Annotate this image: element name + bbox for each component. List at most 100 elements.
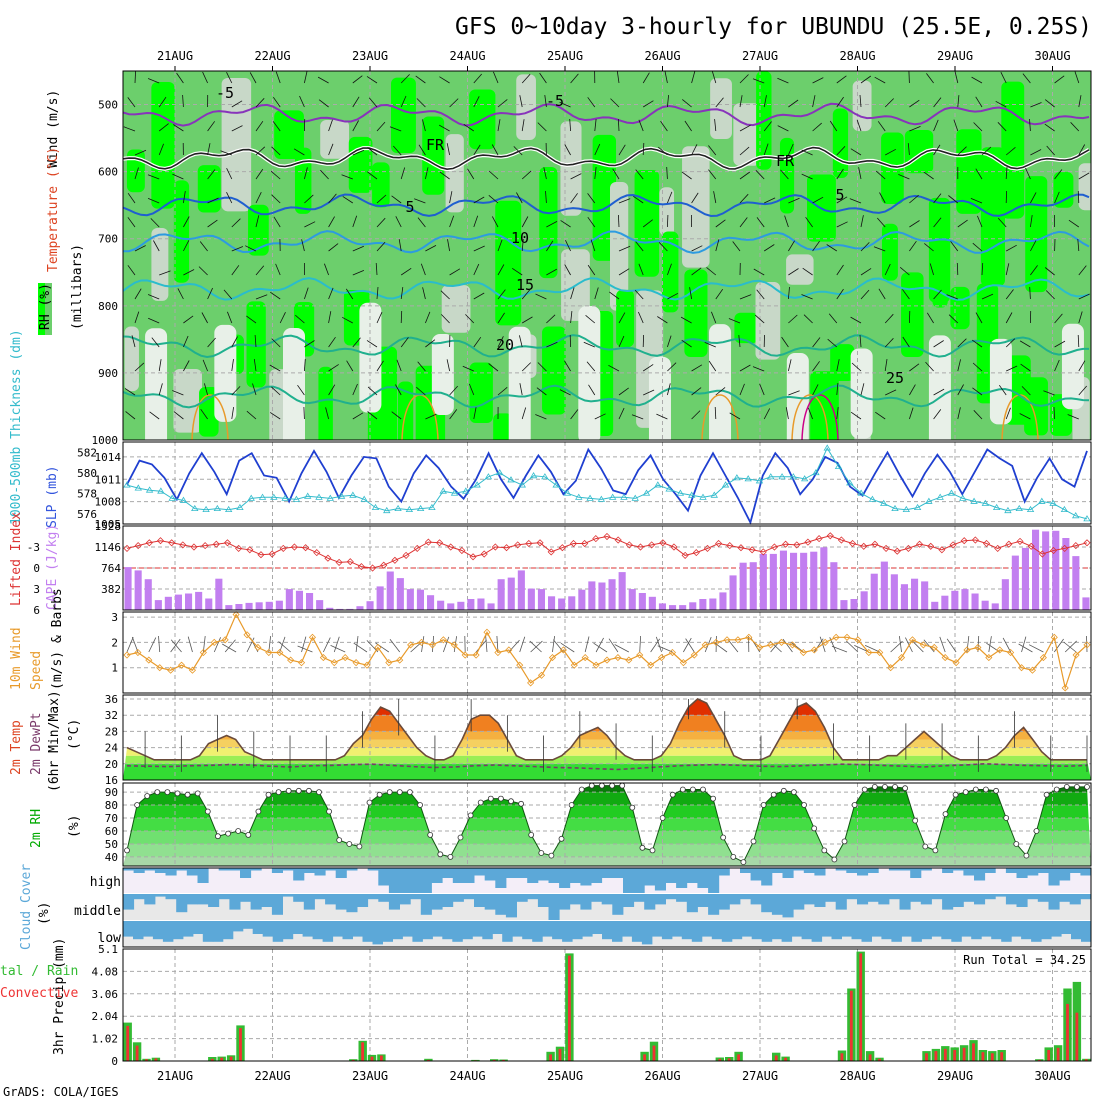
wind10m-point — [832, 633, 840, 641]
lifted-index-point — [1016, 537, 1024, 545]
wind10m-point — [701, 641, 709, 649]
wind-barb — [739, 146, 750, 156]
wind-barb — [1005, 166, 1008, 180]
wind10m-point — [1050, 633, 1058, 641]
cloud-bar-high — [527, 868, 539, 883]
cloud-bar-low — [352, 921, 363, 937]
wind-barb — [1030, 240, 1037, 252]
wind-barb — [1030, 265, 1038, 276]
wind-barb — [207, 121, 216, 132]
thickness-point — [563, 489, 572, 496]
wind-barb — [367, 386, 378, 396]
rh-point — [1063, 784, 1070, 790]
cape-tick-label: 1146 — [95, 541, 122, 554]
cape-bar — [699, 599, 707, 610]
cloud-bar-low — [681, 921, 693, 940]
wind-barb — [634, 289, 644, 300]
cloud-bar-high — [1005, 868, 1017, 873]
wind-barb — [519, 95, 523, 108]
cloud-bar-low — [522, 921, 533, 940]
thickness-point — [360, 495, 368, 502]
cape-bar — [467, 599, 475, 610]
wind10m-barb — [1086, 635, 1088, 653]
thickness-point — [947, 489, 956, 496]
rh-fill-cell — [578, 306, 601, 440]
rh-fill-cell — [294, 147, 312, 214]
cloud-bar-middle — [1037, 894, 1049, 902]
precip-convective-bar — [502, 1059, 505, 1061]
wind-barb — [807, 407, 813, 420]
lifted-index-point — [659, 539, 667, 547]
rh-point — [639, 844, 646, 851]
wind10m-point — [287, 656, 295, 664]
slp-tick-label: 1008 — [95, 496, 122, 509]
thickness-point — [925, 497, 933, 504]
wind-barb — [376, 360, 384, 372]
wind-barb — [739, 124, 751, 132]
cloud-bar-low — [691, 921, 703, 942]
lifted-index-point — [246, 546, 254, 554]
cloud-bar-high — [984, 868, 996, 873]
rh-point — [942, 811, 949, 817]
wind-barb — [803, 314, 813, 324]
cloud-bar-middle — [686, 894, 698, 913]
wind-barb — [923, 171, 934, 180]
cloud-bar-low — [123, 921, 134, 937]
lifted-index-point — [715, 539, 723, 548]
wind-barb — [1053, 406, 1055, 420]
wind-barb — [711, 311, 717, 324]
wind-barb — [366, 340, 378, 348]
wind-barb — [756, 217, 765, 228]
cape-bar — [729, 575, 737, 610]
cloud-bar-middle — [825, 894, 837, 902]
wind10m-barb — [727, 639, 739, 653]
lifted-index-point — [313, 549, 321, 557]
cloud-bar-low — [771, 921, 783, 940]
thickness-point — [473, 481, 481, 488]
wind-barb — [957, 146, 967, 156]
wind-barb — [739, 217, 748, 228]
wind-barb — [127, 192, 136, 204]
cape-bar — [174, 594, 182, 610]
wind-barb — [177, 288, 184, 300]
wind10m-barb — [158, 635, 161, 653]
rh-point — [770, 791, 777, 798]
rh-point — [265, 791, 272, 798]
lifted-index-point — [994, 544, 1002, 552]
cloud-bar-high — [750, 868, 762, 881]
wind-barb — [1054, 359, 1060, 372]
wind-barb — [446, 359, 450, 372]
lifted-index-point — [949, 541, 957, 549]
wind-barb — [303, 406, 305, 420]
thickness-point — [1072, 512, 1080, 519]
precip-convective-bar — [934, 1051, 938, 1061]
rh-fill-cell — [1053, 172, 1074, 208]
wind-barb — [594, 413, 606, 420]
rh-point — [720, 834, 727, 841]
wind10m-point — [407, 641, 415, 649]
pressure-tick-label: 800 — [98, 300, 118, 313]
rh-point — [245, 832, 252, 838]
wind10m-barb — [1021, 636, 1027, 653]
cloud-bar-high — [676, 868, 688, 888]
wind10m-point — [385, 659, 393, 667]
wind10m-barb — [1053, 638, 1064, 653]
wind-barb — [608, 364, 620, 372]
precip-convective-bar — [492, 1059, 496, 1061]
wind-barb — [231, 125, 243, 132]
cloud-bar-low — [562, 921, 573, 942]
cloud-bar-high — [144, 868, 156, 871]
wind-barb — [1077, 334, 1080, 348]
cloud-bar-middle — [399, 894, 411, 905]
cape-bar — [255, 602, 263, 610]
precip-convective-bar — [737, 1054, 740, 1061]
cape-tick-label: 382 — [101, 583, 121, 596]
precip-convective-bar — [568, 955, 571, 1061]
wind10m-barb — [222, 643, 237, 653]
rh-fill-cell — [516, 74, 536, 140]
lifted-index-point — [726, 542, 734, 550]
cloud-bar-high — [835, 868, 847, 871]
cloud-bar-middle — [208, 894, 220, 907]
wind-barb — [638, 263, 644, 276]
ylabel-lifted-index: Lifted Index — [9, 512, 24, 606]
